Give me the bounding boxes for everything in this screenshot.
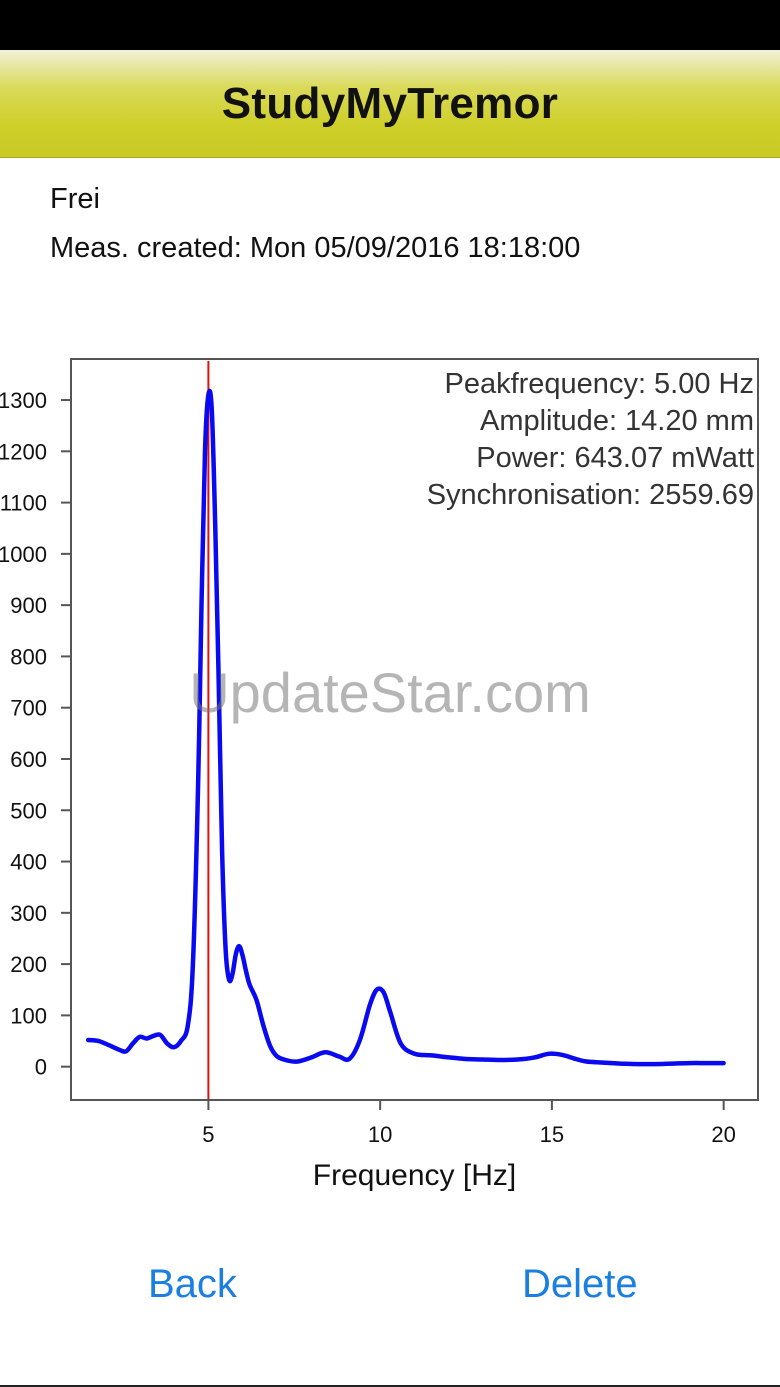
y-tick-label: 900 <box>10 593 47 618</box>
bottom-divider <box>0 1385 780 1387</box>
y-tick-label: 1100 <box>0 491 47 516</box>
plot-frame <box>70 358 759 1101</box>
y-tick-label: 600 <box>10 747 47 772</box>
y-tick-label: 800 <box>10 644 47 669</box>
x-tick-label: 20 <box>711 1122 735 1147</box>
stat-synchronisation: Synchronisation: 2559.69 <box>427 479 754 511</box>
y-tick-label: 400 <box>10 850 47 875</box>
y-tick-label: 200 <box>10 952 47 977</box>
stat-power: Power: 643.07 mWatt <box>476 442 754 474</box>
measurement-name: Frei <box>50 183 100 215</box>
stat-peakfrequency: Peakfrequency: 5.00 Hz <box>444 368 754 400</box>
x-tick-label: 15 <box>540 1122 564 1147</box>
y-axis: 0 100 200 300 400 500 600 700 800 900 1000 1100 1200… <box>0 388 71 1080</box>
stat-amplitude: Amplitude: 14.20 mm <box>480 405 754 437</box>
y-tick-label: 700 <box>10 696 47 721</box>
y-tick-label: 1200 <box>0 439 47 464</box>
nav-bar: StudyMyTremor <box>0 50 780 158</box>
stats-panel: Peakfrequency: 5.00 Hz Amplitude: 14.20 … <box>427 368 754 511</box>
x-axis: 5 10 15 20 <box>202 1100 736 1147</box>
spectrum-series-line <box>85 388 726 1067</box>
y-tick-label: 1300 <box>0 388 47 413</box>
measurement-created: Meas. created: Mon 05/09/2016 18:18:00 <box>50 232 581 264</box>
y-tick-label: 100 <box>10 1003 47 1028</box>
y-tick-label: 500 <box>10 798 47 823</box>
back-button[interactable]: Back <box>148 1262 237 1306</box>
y-tick-label: 1000 <box>0 542 47 567</box>
delete-button[interactable]: Delete <box>522 1262 638 1306</box>
status-bar <box>0 0 780 50</box>
app-title: StudyMyTremor <box>221 78 559 128</box>
frequency-chart: 0 100 200 300 400 500 600 700 800 900 1000 1100 1200… <box>0 358 759 1192</box>
x-axis-label: Frequency [Hz] <box>313 1159 516 1192</box>
x-tick-label: 5 <box>202 1122 214 1147</box>
y-tick-label: 0 <box>35 1055 47 1080</box>
y-tick-label: 300 <box>10 901 47 926</box>
x-tick-label: 10 <box>368 1122 392 1147</box>
